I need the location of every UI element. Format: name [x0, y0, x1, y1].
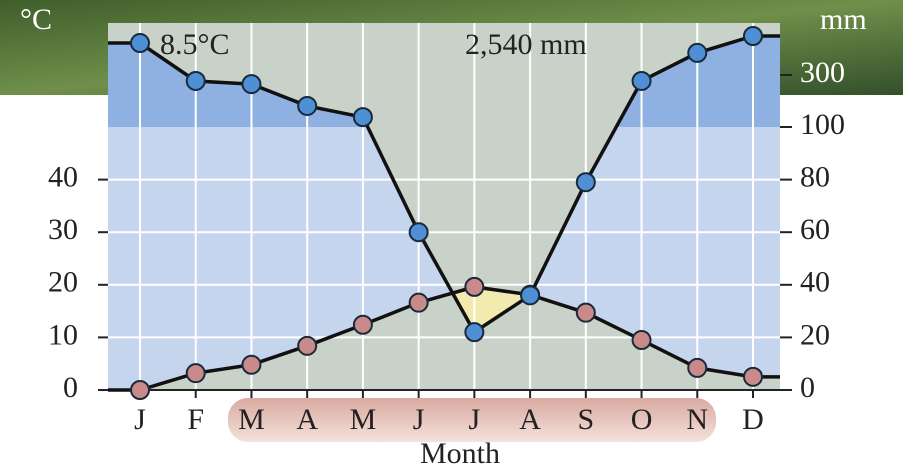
data-point [352, 314, 373, 335]
data-point [185, 363, 206, 384]
annotation: 2,540 mm [465, 28, 587, 61]
x-axis-label: Month [420, 437, 500, 470]
data-point [743, 366, 763, 387]
data-point [464, 276, 485, 297]
y2-axis-label: mm [820, 3, 867, 36]
y-tick-label: 30 [48, 213, 78, 246]
y-tick-label: 40 [48, 160, 78, 193]
data-point [575, 172, 596, 193]
data-point [631, 70, 652, 91]
data-point [520, 285, 541, 306]
data-point [575, 302, 596, 323]
x-tick-label: A [296, 403, 318, 436]
data-point [130, 33, 150, 54]
y-tick-label: 0 [63, 371, 78, 404]
y2-tick-label: 60 [800, 213, 830, 246]
data-point [631, 330, 652, 351]
x-tick-label: D [742, 403, 764, 436]
data-point [297, 95, 318, 116]
y2-tick-label: 40 [800, 266, 830, 299]
data-point [130, 380, 150, 400]
x-tick-label: J [413, 403, 425, 436]
x-tick-label: F [187, 403, 204, 436]
y-tick-label: 10 [48, 318, 78, 351]
y2-tick-label: 20 [800, 318, 830, 351]
data-point [241, 74, 262, 95]
y2-tick-label: 100 [800, 108, 845, 141]
data-point [241, 354, 262, 375]
data-point [743, 26, 763, 46]
data-point [408, 292, 429, 313]
temp-area [108, 286, 780, 390]
data-point [464, 322, 485, 343]
x-tick-label: M [350, 403, 377, 436]
data-point [687, 42, 708, 63]
data-point [352, 107, 373, 128]
y2-tick-label: 300 [800, 56, 845, 89]
y-tick-label: 20 [48, 266, 78, 299]
x-tick-label: J [469, 403, 481, 436]
data-point [687, 357, 708, 378]
wet-area [108, 36, 780, 127]
x-tick-label: J [134, 403, 146, 436]
y2-tick-label: 0 [800, 371, 815, 404]
x-tick-label: M [238, 403, 265, 436]
x-tick-label: S [577, 403, 594, 436]
data-point [408, 222, 429, 243]
data-point [185, 70, 206, 91]
x-tick-label: A [519, 403, 541, 436]
x-tick-label: N [686, 403, 708, 436]
x-tick-label: O [631, 403, 653, 436]
data-point [297, 335, 318, 356]
annotation: 8.5°C [160, 28, 230, 61]
frost-band [228, 398, 716, 442]
y-axis-label: °C [20, 3, 52, 36]
y2-tick-label: 80 [800, 160, 830, 193]
